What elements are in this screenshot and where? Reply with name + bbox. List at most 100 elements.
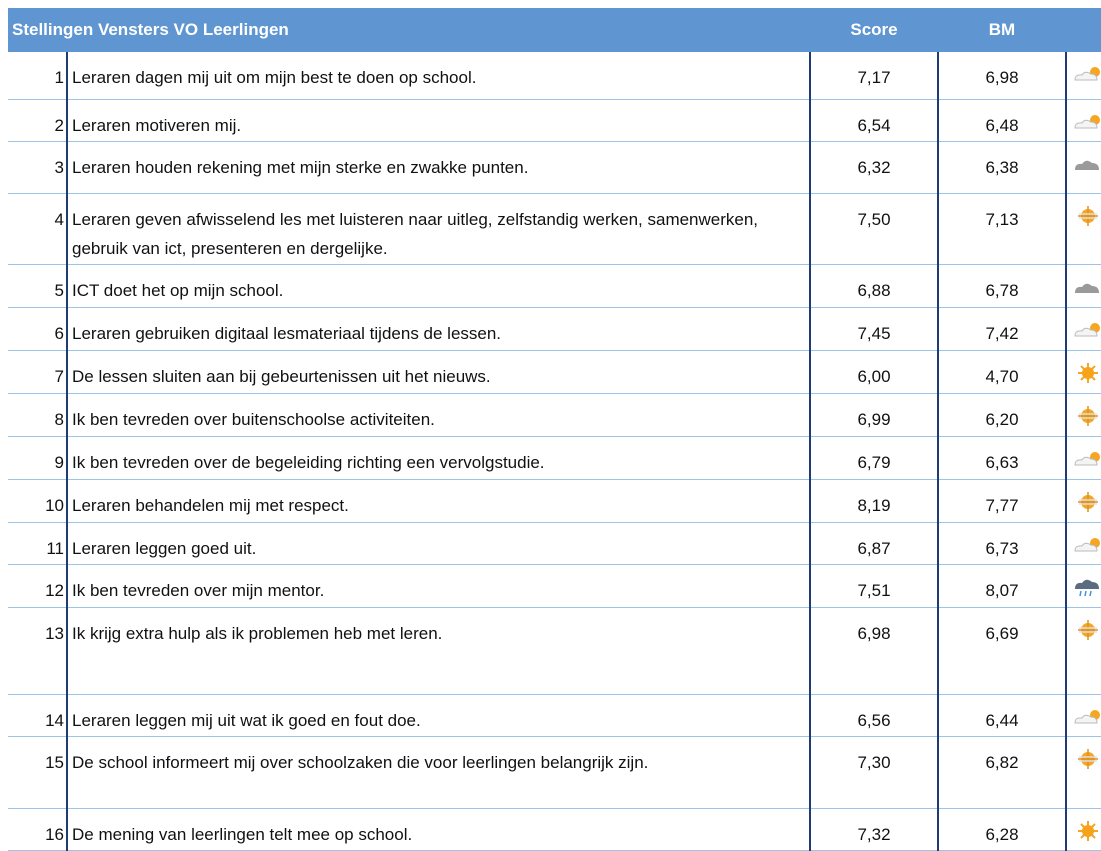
weather-icon [1073, 277, 1101, 297]
statement: Leraren houden rekening met mijn sterke … [67, 141, 811, 194]
statements-table: Stellingen Vensters VO Leerlingen Score … [8, 8, 1101, 851]
statement: Ik ben tevreden over buitenschoolse acti… [67, 393, 811, 437]
statement: Leraren motiveren mij. [67, 99, 811, 142]
score: 7,17 [810, 52, 939, 100]
icon-cell [1066, 393, 1101, 437]
row-number: 9 [8, 436, 68, 480]
weather-icon [1073, 577, 1101, 597]
icon-cell [1066, 350, 1101, 394]
row-number: 10 [8, 479, 68, 523]
benchmark: 6,98 [938, 52, 1067, 100]
table-row: 16 De mening van leerlingen telt mee op s… [8, 808, 1101, 851]
score: 7,50 [810, 193, 939, 265]
statement: Leraren leggen mij uit wat ik goed en fo… [67, 694, 811, 737]
table-row: 5 ICT doet het op mijn school. 6,88 6,78 [8, 264, 1101, 308]
weather-icon [1073, 535, 1101, 555]
table-row: 13 Ik krijg extra hulp als ik problemen h… [8, 607, 1101, 695]
score: 8,19 [810, 479, 939, 523]
icon-cell [1066, 307, 1101, 351]
statement: De mening van leerlingen telt mee op sch… [67, 808, 811, 851]
weather-icon [1073, 363, 1101, 383]
benchmark: 6,28 [938, 808, 1067, 851]
benchmark: 6,82 [938, 736, 1067, 809]
icon-cell [1066, 736, 1101, 809]
table-row: 3 Leraren houden rekening met mijn sterke… [8, 141, 1101, 194]
weather-icon [1073, 449, 1101, 469]
table-row: 7 De lessen sluiten aan bij gebeurtenisse… [8, 350, 1101, 394]
icon-cell [1066, 607, 1101, 695]
statement: De lessen sluiten aan bij gebeurtenissen… [67, 350, 811, 394]
icon-cell [1066, 141, 1101, 194]
score: 7,32 [810, 808, 939, 851]
score: 6,88 [810, 264, 939, 308]
weather-icon [1073, 492, 1101, 512]
table-row: 12 Ik ben tevreden over mijn mentor. 7,51 8… [8, 564, 1101, 608]
icon-cell [1066, 193, 1101, 265]
weather-icon [1073, 64, 1101, 84]
row-number: 5 [8, 264, 68, 308]
benchmark: 7,13 [938, 193, 1067, 265]
table-row: 10 Leraren behandelen mij met respect. 8,1… [8, 479, 1101, 523]
icon-cell [1066, 694, 1101, 737]
header-score: Score [810, 8, 938, 52]
icon-cell [1066, 52, 1101, 100]
table-row: 1 Leraren dagen mij uit om mijn best te d… [8, 52, 1101, 100]
icon-cell [1066, 808, 1101, 851]
score: 6,54 [810, 99, 939, 142]
score: 6,32 [810, 141, 939, 194]
weather-icon [1073, 206, 1101, 226]
table-row: 6 Leraren gebruiken digitaal lesmateriaal… [8, 307, 1101, 351]
weather-icon [1073, 154, 1101, 174]
row-number: 1 [8, 52, 68, 100]
weather-icon [1073, 821, 1101, 841]
icon-cell [1066, 264, 1101, 308]
weather-icon [1073, 112, 1101, 132]
row-number: 13 [8, 607, 68, 695]
header-bm: BM [938, 8, 1066, 52]
benchmark: 7,42 [938, 307, 1067, 351]
benchmark: 7,77 [938, 479, 1067, 523]
table-row: 9 Ik ben tevreden over de begeleiding ric… [8, 436, 1101, 480]
benchmark: 6,63 [938, 436, 1067, 480]
row-number: 2 [8, 99, 68, 142]
weather-icon [1073, 320, 1101, 340]
benchmark: 6,20 [938, 393, 1067, 437]
statement: Leraren leggen goed uit. [67, 522, 811, 565]
icon-cell [1066, 99, 1101, 142]
score: 6,56 [810, 694, 939, 737]
statement: ICT doet het op mijn school. [67, 264, 811, 308]
score: 7,51 [810, 564, 939, 608]
table-row: 2 Leraren motiveren mij. 6,54 6,48 [8, 99, 1101, 142]
benchmark: 8,07 [938, 564, 1067, 608]
row-number: 4 [8, 193, 68, 265]
row-number: 11 [8, 522, 68, 565]
score: 6,79 [810, 436, 939, 480]
row-number: 3 [8, 141, 68, 194]
statement: Leraren geven afwisselend les met luiste… [67, 193, 811, 265]
row-number: 7 [8, 350, 68, 394]
weather-icon [1073, 749, 1101, 769]
benchmark: 4,70 [938, 350, 1067, 394]
row-number: 14 [8, 694, 68, 737]
benchmark: 6,78 [938, 264, 1067, 308]
table-row: 11 Leraren leggen goed uit. 6,87 6,73 [8, 522, 1101, 565]
row-number: 6 [8, 307, 68, 351]
icon-cell [1066, 479, 1101, 523]
statement: Ik ben tevreden over de begeleiding rich… [67, 436, 811, 480]
benchmark: 6,44 [938, 694, 1067, 737]
row-number: 8 [8, 393, 68, 437]
benchmark: 6,48 [938, 99, 1067, 142]
score: 6,98 [810, 607, 939, 695]
row-number: 12 [8, 564, 68, 608]
statement: Leraren behandelen mij met respect. [67, 479, 811, 523]
weather-icon [1073, 707, 1101, 727]
score: 7,45 [810, 307, 939, 351]
score: 7,30 [810, 736, 939, 809]
statement: Ik ben tevreden over mijn mentor. [67, 564, 811, 608]
statement: Leraren gebruiken digitaal lesmateriaal … [67, 307, 811, 351]
benchmark: 6,38 [938, 141, 1067, 194]
weather-icon [1073, 406, 1101, 426]
statement: De school informeert mij over schoolzake… [67, 736, 811, 809]
table-row: 15 De school informeert mij over schoolza… [8, 736, 1101, 809]
